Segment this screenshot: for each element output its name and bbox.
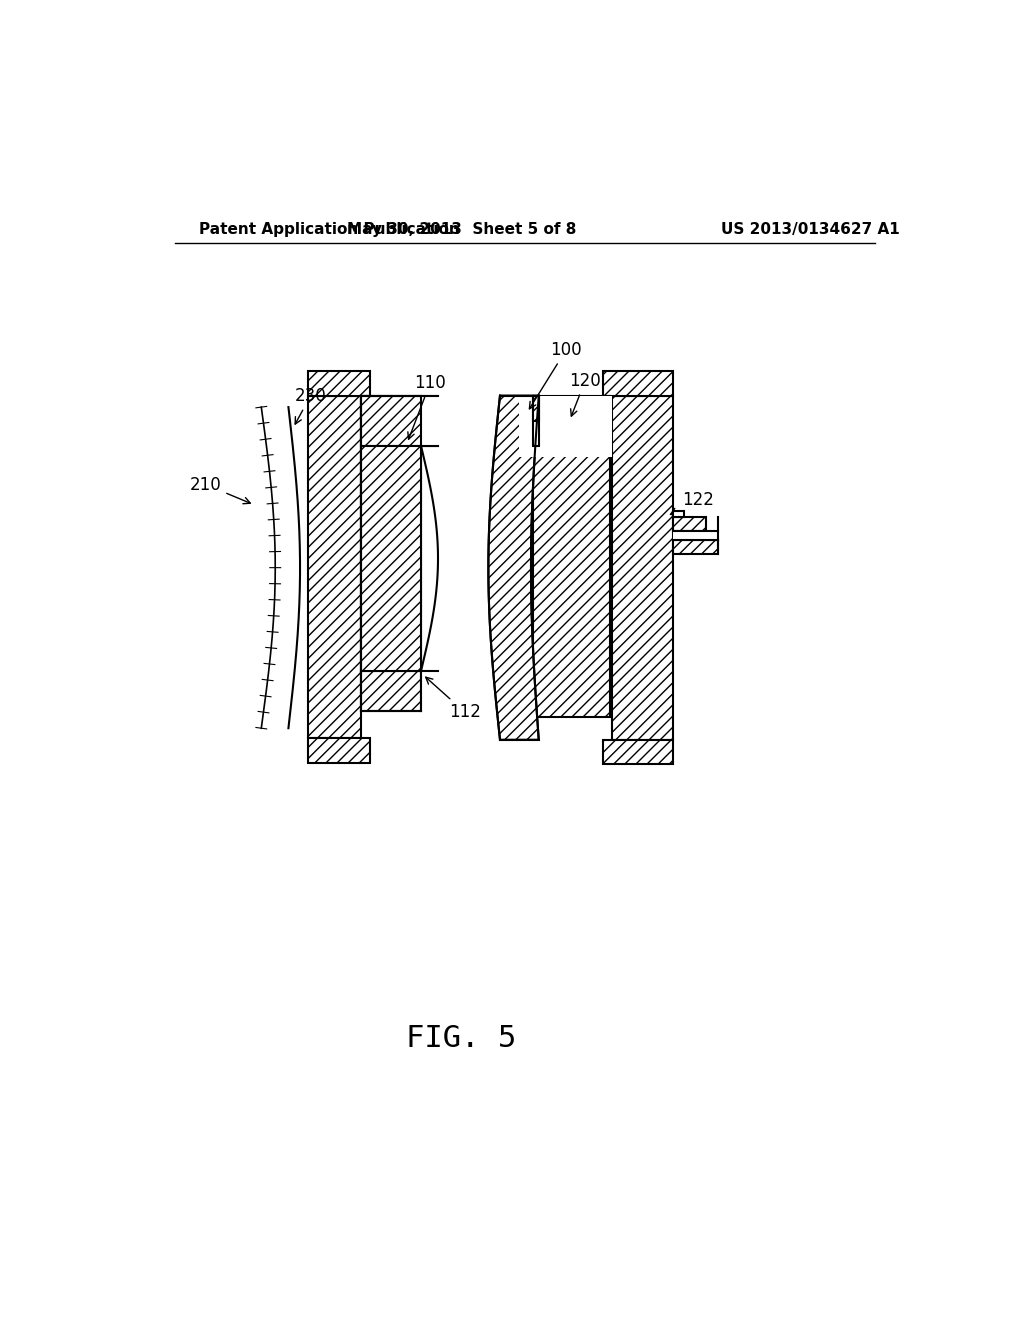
Bar xyxy=(308,371,370,396)
Text: Patent Application Publication: Patent Application Publication xyxy=(200,222,460,236)
Bar xyxy=(532,396,610,717)
Bar xyxy=(673,531,718,540)
Text: FIG. 5: FIG. 5 xyxy=(407,1024,516,1053)
Text: May 30, 2013  Sheet 5 of 8: May 30, 2013 Sheet 5 of 8 xyxy=(346,222,575,236)
Text: 110: 110 xyxy=(408,374,446,440)
Bar xyxy=(360,446,421,671)
Polygon shape xyxy=(488,396,539,739)
Bar xyxy=(421,671,484,711)
Bar xyxy=(360,671,421,711)
Bar xyxy=(673,540,718,554)
Bar xyxy=(612,396,673,739)
Bar xyxy=(673,517,707,531)
Bar xyxy=(360,396,421,673)
Bar xyxy=(518,396,532,457)
Bar xyxy=(673,511,684,517)
Bar xyxy=(532,396,539,446)
Text: US 2013/0134627 A1: US 2013/0134627 A1 xyxy=(721,222,899,236)
Bar xyxy=(518,396,612,457)
Bar xyxy=(360,396,438,446)
Bar xyxy=(532,396,539,421)
Text: 120: 120 xyxy=(569,371,601,416)
Bar xyxy=(308,396,360,738)
Text: 100: 100 xyxy=(529,341,582,409)
Bar xyxy=(603,739,673,764)
Text: 230: 230 xyxy=(295,387,327,424)
Bar xyxy=(421,396,484,446)
Text: 112: 112 xyxy=(426,677,481,722)
Text: 122: 122 xyxy=(671,491,714,515)
Text: 210: 210 xyxy=(189,475,250,504)
Bar xyxy=(603,371,673,396)
Bar xyxy=(308,738,370,763)
